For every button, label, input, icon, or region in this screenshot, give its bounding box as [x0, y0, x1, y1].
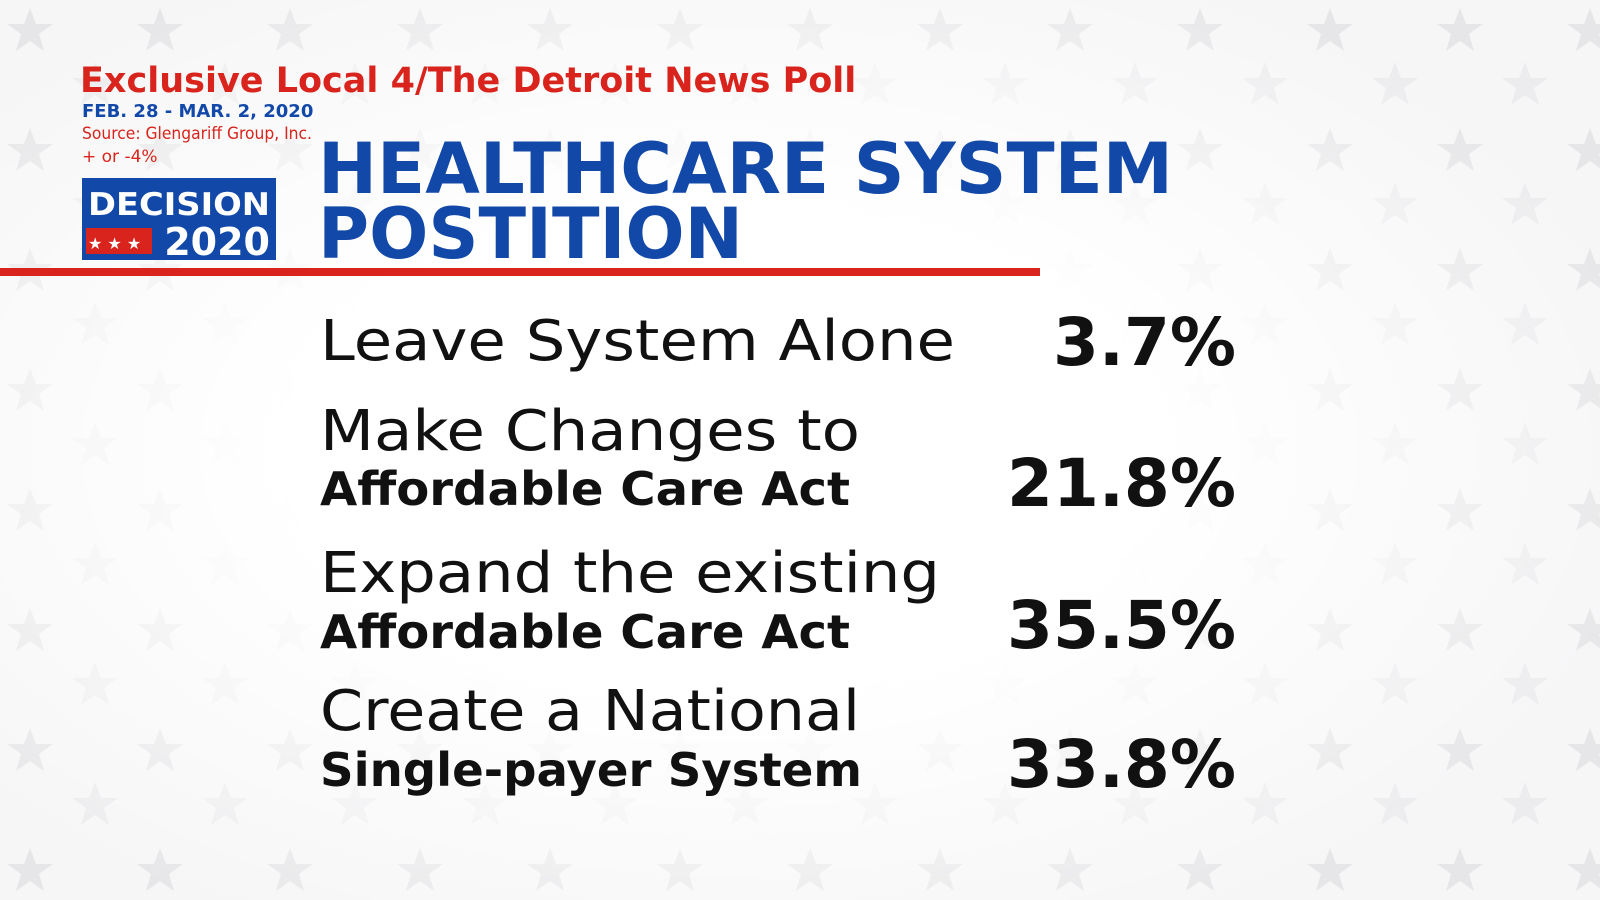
row-value: 21.8% [1007, 445, 1236, 522]
logo-stars: ★ ★ ★ [88, 234, 141, 253]
row-value: 33.8% [1007, 726, 1236, 803]
kicker: Exclusive Local 4/The Detroit News Poll [80, 61, 856, 101]
results: Leave System Alone 3.7% Make Changes to … [320, 304, 1236, 803]
decision-logo: DECISION 2020 ★ ★ ★ [82, 178, 276, 264]
divider [0, 268, 1040, 276]
row-label: Leave System Alone [320, 309, 955, 374]
row-sublabel: Affordable Care Act [320, 462, 850, 516]
row-value: 35.5% [1007, 587, 1236, 664]
title-line2: POSTITION [318, 193, 743, 275]
title-line1: HEALTHCARE SYSTEM [318, 128, 1173, 210]
logo-stripe [86, 228, 152, 254]
row-label: Expand the existing [320, 541, 940, 606]
row-sublabel: Single-payer System [320, 743, 862, 797]
row-sublabel: Affordable Care Act [320, 605, 850, 659]
logo-line2: 2020 [164, 220, 270, 264]
logo-line1: DECISION [88, 187, 270, 223]
source: Source: Glengariff Group, Inc. [82, 124, 312, 144]
row-label: Make Changes to [320, 399, 860, 464]
row-label: Create a National [320, 679, 860, 744]
poll-dates: FEB. 28 - MAR. 2, 2020 [82, 101, 313, 122]
row-value: 3.7% [1053, 304, 1236, 381]
margin-of-error: + or -4% [82, 147, 158, 167]
